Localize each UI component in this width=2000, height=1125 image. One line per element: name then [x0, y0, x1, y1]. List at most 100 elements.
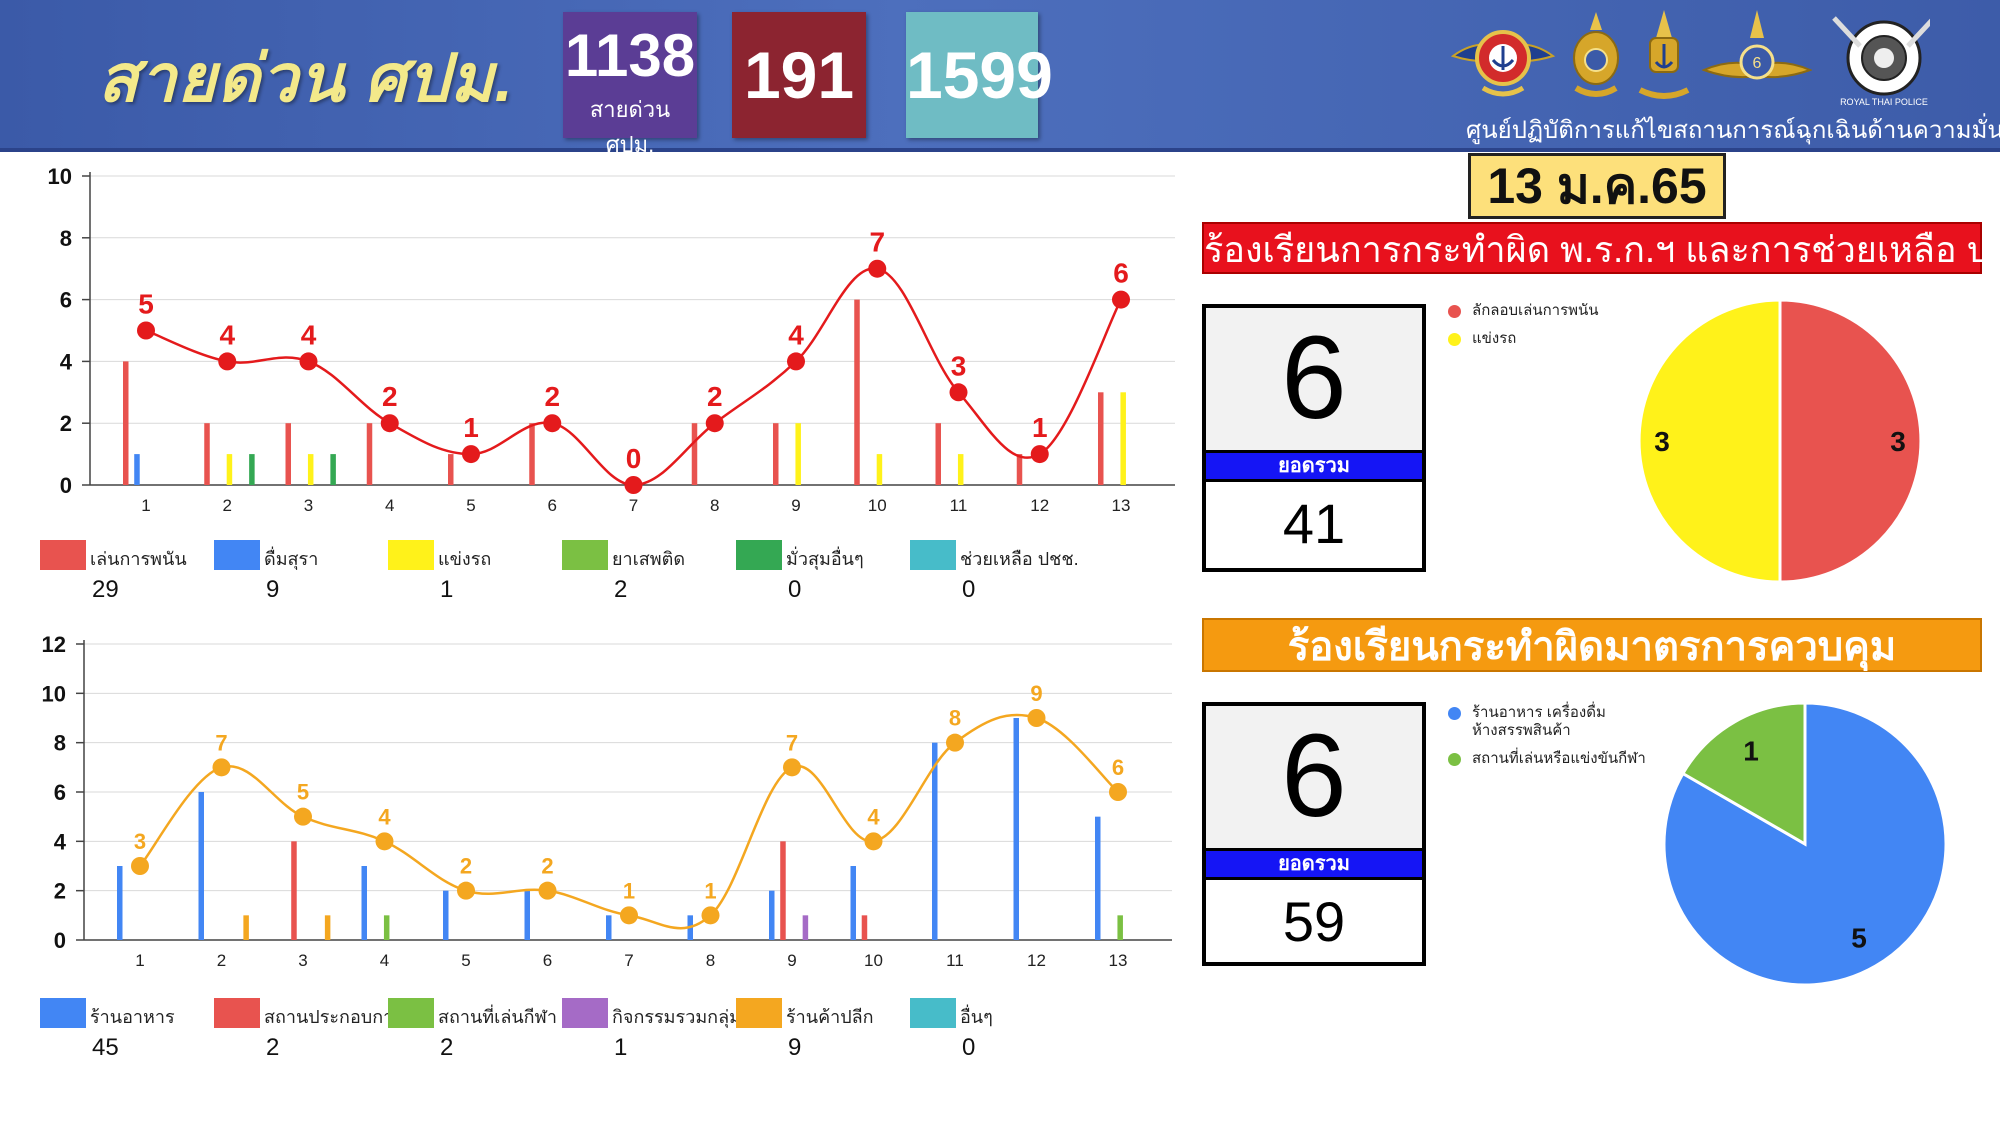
x-tick-label: 7 [629, 496, 638, 515]
bar [850, 866, 856, 940]
legend-total: 0 [962, 1034, 976, 1061]
x-tick-label: 13 [1112, 496, 1131, 515]
data-label: 2 [382, 381, 398, 412]
y-tick-label: 2 [54, 879, 66, 904]
section2-total-value: 59 [1282, 890, 1346, 953]
trend-point [1027, 709, 1046, 727]
section2-total-label: ยอดรวม [1206, 848, 1422, 880]
hotline-1599-box: 1599 [906, 12, 1053, 138]
bar [529, 423, 535, 485]
trend-point [299, 352, 318, 371]
data-label: 7 [215, 730, 227, 755]
legend-swatch [214, 540, 260, 570]
legend-total: 9 [266, 576, 280, 603]
bar [361, 866, 367, 940]
pie-slice [1778, 298, 1923, 584]
trend-point [462, 445, 480, 464]
legend-swatch [40, 540, 86, 570]
hotline-1138-sub: สายด่วน ศปม. [589, 97, 671, 157]
pie-label: 3 [1654, 426, 1670, 457]
section1-total-label: ยอดรวม [1206, 450, 1422, 482]
bar [198, 792, 204, 940]
x-tick-label: 8 [706, 951, 715, 970]
bar [957, 454, 964, 485]
organization-name: ศูนย์ปฏิบัติการแก้ไขสถานการณ์ฉุกเฉินด้าน… [1466, 117, 2000, 144]
data-label: 4 [788, 319, 804, 350]
legend-label: ร้านค้าปลีก [786, 1007, 874, 1027]
pie1-legend: ลักลอบเล่นการพนัน แข่งรถ [1448, 302, 1599, 358]
bar [691, 423, 698, 485]
legend-label: ช่วยเหลือ ปชช. [960, 549, 1079, 569]
data-label: 3 [951, 350, 967, 381]
trend-point [864, 832, 883, 851]
legend-dot-icon [1448, 707, 1461, 720]
bar [802, 915, 809, 940]
data-label: 4 [219, 319, 235, 350]
data-label: 1 [463, 412, 479, 443]
y-tick-label: 8 [54, 731, 66, 756]
legend-total: 45 [92, 1034, 119, 1061]
trend-point [1030, 445, 1049, 464]
trend-point [783, 758, 801, 777]
header-banner: สายด่วน ศปม. 1138 สายด่วน ศปม. 191 1599 [0, 0, 2000, 157]
legend-total: 2 [266, 1034, 280, 1061]
chart1-legend: เล่นการพนัน 29 ดื่มสุรา 9 แข่งรถ 1 ยาเสพติด 2 มั… [40, 540, 1200, 610]
x-tick-label: 3 [304, 496, 313, 515]
legend-dot-icon [1448, 333, 1461, 346]
hotline-1138-number: 1138 [564, 22, 696, 89]
bar [1013, 718, 1019, 940]
hotline-191-box: 191 [732, 12, 866, 138]
hotline-title: สายด่วน ศปม. [98, 41, 515, 115]
data-label: 2 [544, 381, 560, 412]
data-label: 1 [704, 878, 716, 903]
x-tick-label: 5 [466, 496, 475, 515]
data-label: 8 [949, 706, 961, 731]
legend-swatch [910, 540, 956, 570]
bar [134, 454, 140, 485]
legend-swatch [214, 998, 260, 1028]
legend-total: 0 [962, 576, 976, 603]
navy-seal-icon [1638, 10, 1690, 99]
data-label: 6 [1113, 258, 1129, 289]
trend-point [538, 881, 557, 900]
x-tick-label: 10 [868, 496, 887, 515]
data-label: 4 [378, 804, 391, 829]
pie-slice [1637, 298, 1782, 584]
trend-point [380, 414, 399, 433]
data-label: 9 [1030, 681, 1042, 706]
chart2-legend: ร้านอาหาร 45 สถานประกอบการฯ 2 สถานที่เล่นกีฬ… [40, 998, 1200, 1068]
trend-point [705, 414, 724, 433]
x-tick-label: 6 [548, 496, 557, 515]
agency-seals: 6 ROYAL THAI POLICE [1448, 8, 1978, 108]
bar [854, 299, 860, 485]
bar [795, 423, 801, 485]
x-tick-label: 12 [1027, 951, 1046, 970]
x-tick-label: 4 [385, 496, 394, 515]
police-seal-text: ROYAL THAI POLICE [1840, 97, 1928, 107]
trend-point [701, 906, 720, 925]
pie2-legend-label: สถานที่เล่นหรือแข่งขันกีฬา [1472, 750, 1646, 767]
legend-label: ยาเสพติด [612, 549, 686, 569]
x-tick-label: 10 [864, 951, 883, 970]
pie-chart-2: 51 [1662, 701, 1948, 987]
x-tick-label: 13 [1109, 951, 1128, 970]
legend-label: เล่นการพนัน [90, 549, 187, 569]
legend-label: มั่วสุมอื่นๆ [786, 549, 864, 569]
trend-point [131, 857, 149, 875]
legend-swatch [736, 998, 782, 1028]
y-tick-label: 2 [60, 411, 72, 436]
y-tick-label: 8 [60, 226, 72, 251]
trend-point [294, 807, 312, 826]
pie1-legend-label: ลักลอบเล่นการพนัน [1472, 302, 1599, 319]
legend-total: 2 [440, 1034, 454, 1061]
bar [773, 423, 779, 485]
data-label: 2 [460, 854, 472, 879]
trend-point [1109, 783, 1127, 801]
trend-line [145, 267, 1123, 487]
section1-total-value: 41 [1282, 492, 1346, 555]
legend-swatch [562, 998, 608, 1028]
legend-label: สถานประกอบการฯ [264, 1007, 413, 1027]
bar [243, 915, 249, 940]
data-label: 4 [301, 319, 317, 350]
data-label: 7 [869, 227, 885, 258]
